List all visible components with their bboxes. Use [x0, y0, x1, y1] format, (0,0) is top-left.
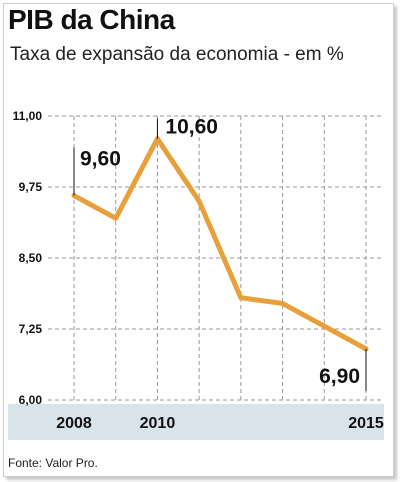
y-tick-label: 8,50: [19, 251, 43, 265]
x-tick-label: 2008: [56, 415, 92, 432]
series-line: [71, 136, 369, 352]
y-tick-label: 7,25: [19, 322, 43, 336]
data-label: 6,90: [319, 365, 360, 388]
chart-title: PIB da China: [8, 4, 175, 35]
data-point: [113, 215, 119, 221]
data-point: [196, 198, 202, 204]
x-tick-label: 2015: [348, 415, 384, 432]
chart-subtitle: Taxa de expansão da economia - em %: [10, 44, 344, 65]
data-point: [321, 323, 327, 329]
chart-frame: [3, 3, 394, 477]
data-point: [280, 300, 286, 306]
data-label: 9,60: [80, 148, 121, 171]
x-axis-band: [8, 404, 384, 440]
y-tick-label: 9,75: [19, 180, 43, 194]
source-note: Fonte: Valor Pro.: [8, 456, 98, 470]
data-label: 10,60: [165, 116, 218, 139]
y-tick-label: 6,00: [19, 393, 43, 407]
y-tick-label: 11,00: [13, 109, 43, 123]
data-point: [238, 295, 244, 301]
x-tick-label: 2010: [140, 415, 176, 432]
